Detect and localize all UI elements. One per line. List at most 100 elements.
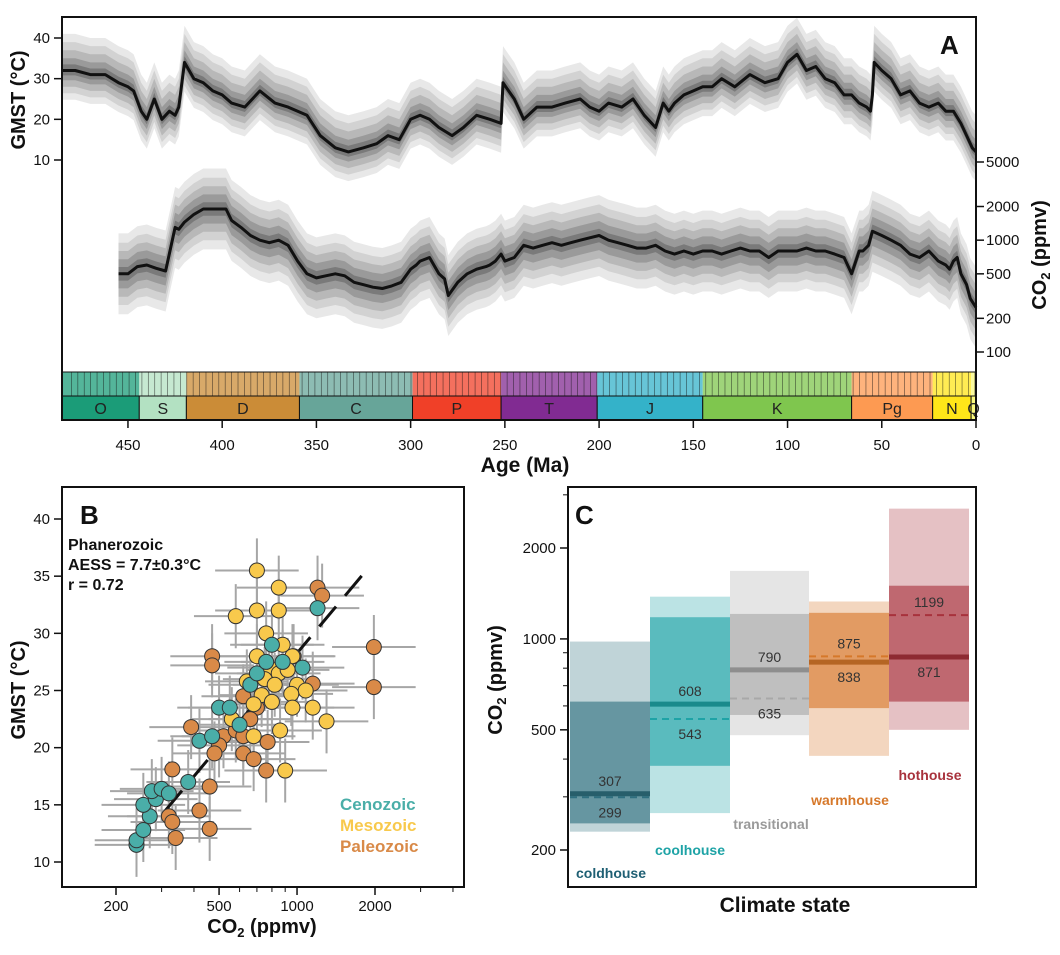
c-y-tick-label-2000: 2000 — [523, 540, 556, 557]
chronostratigraphy-bar: O S D C P T J K Pg N Q — [61, 371, 980, 421]
point-cenozoic — [221, 699, 238, 716]
panel-a-x-label: Age (Ma) — [481, 454, 570, 477]
b-y-tick-label-25: 25 — [33, 683, 50, 700]
a-gmst-tick-label-30: 30 — [33, 71, 50, 88]
coldhouse-value-lower: 299 — [598, 804, 622, 820]
point-mesozoic — [304, 699, 321, 716]
point-cenozoic — [135, 821, 152, 838]
point-mesozoic — [270, 579, 287, 596]
stage-band-O — [62, 372, 140, 396]
panel-a-letter: A — [940, 30, 959, 60]
point-mesozoic — [227, 608, 244, 625]
panel-b-frame — [61, 486, 465, 888]
stage-band-D — [186, 372, 300, 396]
a-co2-tick-label-1000: 1000 — [986, 232, 1019, 249]
period-label-Pg: Pg — [882, 401, 902, 418]
period-label-T: T — [544, 401, 554, 418]
panel-c-x-label: Climate state — [720, 894, 851, 917]
point-cenozoic — [204, 728, 221, 745]
panel-b-y-label: GMST (°C) — [8, 640, 30, 739]
point-paleozoic — [206, 745, 223, 762]
point-mesozoic — [277, 762, 294, 779]
point-paleozoic — [365, 679, 382, 696]
panel-c-y-label: CO2 (ppmv) — [485, 625, 509, 734]
point-cenozoic — [258, 653, 275, 670]
a-x-tick-label-0: 0 — [972, 437, 980, 454]
point-mesozoic — [266, 676, 283, 693]
point-paleozoic — [201, 778, 218, 795]
point-mesozoic — [297, 682, 314, 699]
hothouse-value-upper: 1199 — [914, 594, 944, 610]
stage-band-T — [501, 372, 598, 396]
panel-a-x-ticks: 450 400 350 300 250 200 150 100 50 0 — [115, 420, 980, 454]
a-co2-tick-label-500: 500 — [986, 266, 1011, 283]
point-paleozoic — [259, 733, 276, 750]
co2-band-4 — [118, 202, 976, 315]
point-mesozoic — [263, 693, 280, 710]
coolhouse-value-upper: 608 — [678, 683, 702, 699]
stage-band-C — [299, 372, 413, 396]
panel-a: O S D C P T J K Pg N Q 450 400 350 300 250 200 150 100 50 0… — [8, 16, 1053, 477]
period-label-O: O — [94, 401, 106, 418]
point-cenozoic — [231, 716, 248, 733]
point-mesozoic — [272, 722, 289, 739]
stage-band-N — [932, 372, 972, 396]
period-label-Q: Q — [967, 401, 979, 418]
point-cenozoic — [274, 653, 291, 670]
coolhouse-value-lower: 543 — [678, 726, 702, 742]
warmhouse-value-upper: 875 — [837, 635, 861, 651]
warmhouse-state-label: warmhouse — [810, 792, 889, 808]
a-x-tick-label-400: 400 — [210, 437, 235, 454]
point-paleozoic — [204, 657, 221, 674]
point-paleozoic — [245, 751, 262, 768]
point-paleozoic — [167, 829, 184, 846]
a-co2-tick-label-2000: 2000 — [986, 199, 1019, 216]
stage-band-K — [702, 372, 852, 396]
point-cenozoic — [263, 636, 280, 653]
point-cenozoic — [180, 773, 197, 790]
panel-c-boxes: 307 299 coldhouse 608 543 coolhouse 790 635 tran… — [570, 508, 969, 881]
stage-band-S — [139, 372, 187, 396]
c-y-tick-label-1000: 1000 — [523, 631, 556, 648]
point-paleozoic — [365, 639, 382, 656]
panel-c: 307 299 coldhouse 608 543 coolhouse 790 635 tran… — [485, 486, 977, 917]
panel-a-gmst-label: GMST (°C) — [8, 50, 30, 149]
panel-a-y-ticks: 10 20 30 40 100 200 500 1000 2000 5000 — [33, 30, 1019, 361]
point-mesozoic — [270, 602, 287, 619]
point-paleozoic — [258, 762, 275, 779]
point-mesozoic — [248, 602, 265, 619]
point-paleozoic — [191, 802, 208, 819]
point-paleozoic — [164, 761, 181, 778]
point-mesozoic — [284, 699, 301, 716]
panel-a-series-lines — [62, 52, 978, 309]
a-x-tick-label-50: 50 — [873, 437, 890, 454]
point-cenozoic — [294, 659, 311, 676]
a-x-tick-label-150: 150 — [681, 437, 706, 454]
period-box-P — [412, 395, 502, 421]
legend-paleozoic: Paleozoic — [340, 837, 418, 856]
panel-c-frame — [567, 486, 977, 888]
b-y-tick-label-10: 10 — [33, 854, 50, 871]
b-y-tick-label-15: 15 — [33, 797, 50, 814]
stage-band-J — [597, 372, 703, 396]
period-box-K — [702, 395, 853, 421]
a-gmst-tick-label-40: 40 — [33, 30, 50, 47]
panel-b-x-label: CO2 (ppmv) — [207, 916, 316, 940]
transitional-value-lower: 635 — [758, 705, 782, 721]
panel-c-y-ticks: 200 500 1000 2000 — [523, 494, 568, 859]
point-mesozoic — [245, 728, 262, 745]
panel-b-letter: B — [80, 500, 99, 530]
b-x-tick-label-1000: 1000 — [280, 898, 313, 915]
point-paleozoic — [201, 820, 218, 837]
hothouse-state-label: hothouse — [899, 767, 962, 783]
stage-band-Q — [971, 372, 976, 396]
stage-band-P — [412, 372, 502, 396]
point-mesozoic — [283, 685, 300, 702]
co2-line — [118, 207, 978, 309]
b-x-tick-label-2000: 2000 — [358, 898, 391, 915]
panel-a-frame — [61, 16, 977, 421]
a-co2-tick-label-200: 200 — [986, 310, 1011, 327]
a-gmst-tick-label-10: 10 — [33, 152, 50, 169]
legend-cenozoic: Cenozoic — [340, 795, 416, 814]
panel-b: 200 500 1000 2000 10 15 20 25 30 35 40 B Phaneroz… — [8, 486, 465, 940]
